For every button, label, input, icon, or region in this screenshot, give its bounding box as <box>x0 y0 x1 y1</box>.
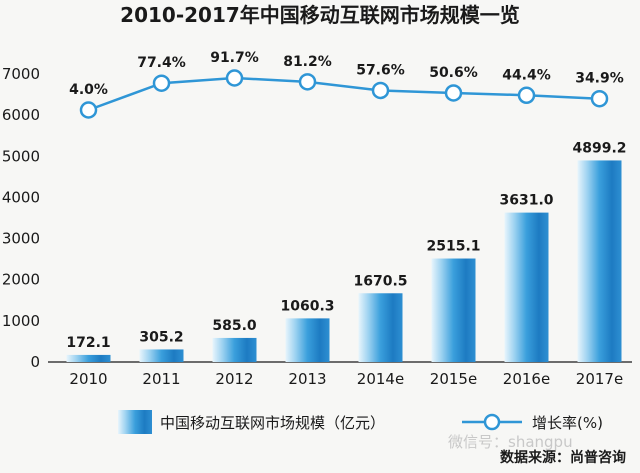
x-tick-label: 2012 <box>215 370 253 388</box>
bar-value-label: 585.0 <box>212 318 257 334</box>
x-tick-label: 2013 <box>288 370 326 388</box>
legend-bar-label: 中国移动互联网市场规模（亿元） <box>160 414 385 432</box>
legend-line-marker <box>483 413 501 431</box>
rate-value-label: 34.9% <box>575 71 624 87</box>
rate-point <box>298 73 317 91</box>
bar-value-label: 3631.0 <box>499 193 553 209</box>
y-tick-label: 0 <box>30 353 40 371</box>
bar-value-label: 305.2 <box>139 329 183 345</box>
legend: 中国移动互联网市场规模（亿元） 增长率(%) <box>118 410 603 434</box>
growth-rate-points <box>79 69 609 119</box>
bar-value-label: 4899.2 <box>572 140 626 156</box>
growth-rate-line <box>88 76 600 112</box>
x-tick-label: 2016e <box>503 370 550 388</box>
bar <box>358 293 403 362</box>
x-tick-label: 2015e <box>430 370 477 388</box>
y-tick-label: 4000 <box>2 188 40 206</box>
bar-labels: 172.1 305.2 585.0 1060.3 1670.5 2515.1 3631.0 4… <box>66 140 626 350</box>
bar <box>212 337 257 362</box>
bar-value-label: 1670.5 <box>353 273 407 289</box>
rate-value-label: 57.6% <box>356 62 405 78</box>
growth-rate-labels: 4.0% 77.4% 91.7% 81.2% 57.6% 50.6% 44.4% 34.9% <box>69 50 624 98</box>
watermark: 微信号：shangpu <box>448 433 573 451</box>
rate-point <box>517 86 536 105</box>
rate-point <box>444 84 463 102</box>
rate-point <box>371 81 390 100</box>
x-tick-label: 2017e <box>576 370 623 388</box>
bar <box>139 349 184 362</box>
rate-value-label: 44.4% <box>502 67 551 83</box>
y-tick-label: 2000 <box>2 271 40 289</box>
x-tick-label: 2014e <box>357 370 404 388</box>
x-tick-label: 2011 <box>142 370 180 388</box>
rate-value-label: 91.7% <box>210 50 259 66</box>
bar <box>431 258 476 362</box>
rate-point <box>79 101 98 119</box>
legend-bar-swatch <box>118 410 152 434</box>
bar-value-label: 2515.1 <box>426 239 480 255</box>
y-axis: 0 1000 2000 3000 4000 5000 6000 7000 <box>2 65 40 371</box>
legend-line-label: 增长率(%) <box>532 414 603 432</box>
bar-value-label: 1060.3 <box>280 298 334 314</box>
rate-value-label: 4.0% <box>69 82 108 98</box>
bar <box>504 212 549 362</box>
source-note: 数据来源：尚普咨询 <box>500 449 626 466</box>
y-tick-label: 3000 <box>2 230 40 248</box>
bar-value-label: 172.1 <box>66 335 110 351</box>
rate-value-label: 81.2% <box>283 54 332 70</box>
y-tick-label: 7000 <box>2 65 40 83</box>
y-tick-label: 5000 <box>2 147 40 165</box>
bar <box>66 354 111 362</box>
x-tick-label: 2010 <box>69 370 107 388</box>
rate-value-label: 77.4% <box>137 55 186 71</box>
x-axis: 2010 2011 2012 2013 2014e 2015e 2016e 2017e <box>69 370 623 388</box>
rate-point <box>225 69 244 87</box>
rate-point <box>590 89 609 108</box>
y-tick-label: 6000 <box>2 106 40 124</box>
bar-series <box>66 160 622 362</box>
y-tick-label: 1000 <box>2 312 40 330</box>
chart-title: 2010-2017年中国移动互联网市场规模一览 <box>120 3 520 27</box>
rate-value-label: 50.6% <box>429 65 478 81</box>
bar <box>577 160 622 362</box>
bar <box>285 318 330 362</box>
rate-point <box>152 74 171 92</box>
